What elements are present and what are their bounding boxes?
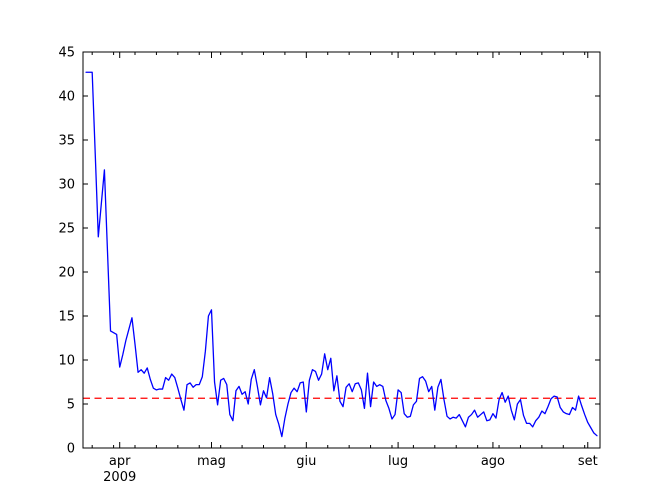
x-tick-label-giu: giu (296, 454, 316, 469)
x-year-label: 2009 (103, 470, 136, 485)
y-tick-label: 5 (67, 398, 75, 413)
y-tick-label: 40 (58, 90, 75, 105)
y-tick-label: 45 (58, 46, 75, 61)
x-tick-label-apr: apr (109, 454, 131, 469)
series-line-daily-values (85, 71, 598, 438)
y-tick-label: 15 (58, 310, 75, 325)
y-tick-label: 25 (58, 222, 75, 237)
y-tick-label: 35 (58, 134, 75, 149)
y-tick-label: 30 (58, 178, 75, 193)
y-tick-label: 10 (58, 354, 75, 369)
axes-frame (82, 51, 601, 449)
x-tick-label-lug: lug (388, 454, 408, 469)
x-tick-label-ago: ago (481, 454, 505, 469)
x-tick-label-mag: mag (197, 454, 226, 469)
y-tick-label: 0 (67, 442, 75, 457)
y-tick-label: 20 (58, 266, 75, 281)
x-tick-label-set: set (578, 454, 598, 469)
